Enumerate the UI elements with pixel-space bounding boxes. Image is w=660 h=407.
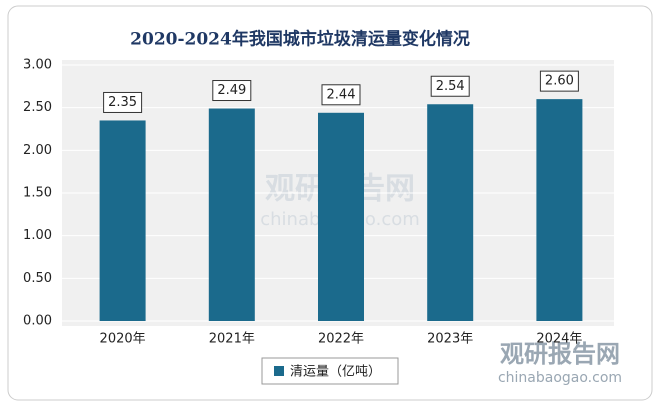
y-tick-label: 0.00 (23, 314, 52, 329)
bar (208, 108, 255, 322)
y-tick-label: 2.50 (23, 100, 52, 115)
y-tick-label: 1.50 (23, 186, 52, 201)
bar (427, 104, 474, 322)
value-label: 2.49 (217, 83, 246, 98)
y-tick-label: 1.00 (23, 228, 52, 243)
y-tick-label: 0.50 (23, 271, 52, 286)
x-tick-label: 2021年 (209, 332, 255, 347)
legend-swatch (274, 366, 284, 376)
x-tick-label: 2024年 (536, 332, 582, 347)
watermark: 观研报告网 (500, 340, 620, 368)
x-tick-label: 2020年 (100, 332, 146, 347)
value-label: 2.54 (436, 79, 465, 94)
chart-title: 2020-2024年我国城市垃圾清运量变化情况 (130, 29, 470, 50)
value-label: 2.60 (545, 74, 574, 89)
y-tick-label: 2.00 (23, 143, 52, 158)
bar (536, 99, 583, 321)
value-label-box (321, 84, 361, 106)
value-label-box (430, 75, 470, 97)
x-tick-label: 2022年 (318, 332, 364, 347)
value-label-box (539, 70, 579, 92)
value-label: 2.35 (108, 95, 137, 110)
legend-label: 清运量（亿吨） (290, 365, 381, 380)
x-tick-label: 2023年 (427, 332, 473, 347)
watermark: chinabaogao.com (498, 370, 622, 386)
bar (318, 112, 364, 321)
legend: 清运量（亿吨） (261, 357, 399, 385)
value-label-box (212, 80, 252, 102)
value-label: 2.44 (327, 87, 356, 102)
legend-box (261, 357, 399, 385)
value-label-box (103, 91, 143, 113)
y-tick-label: 3.00 (23, 58, 52, 73)
bar (99, 120, 146, 321)
